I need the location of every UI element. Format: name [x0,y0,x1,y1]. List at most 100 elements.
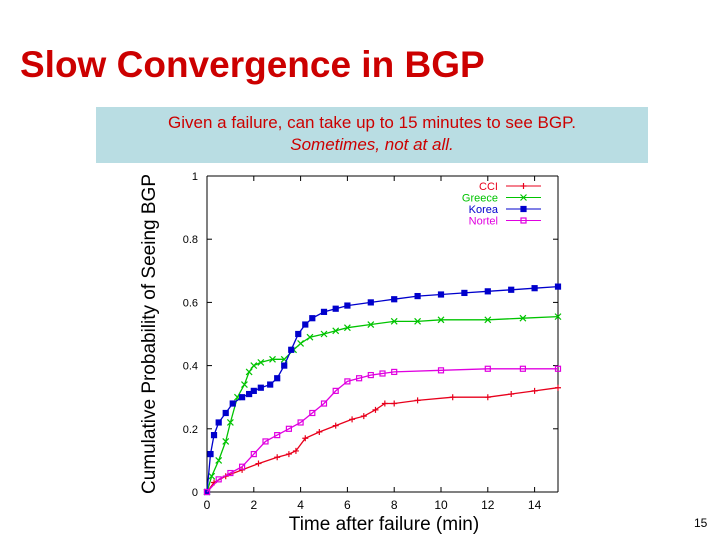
data-point-greece [245,368,253,376]
data-point-greece [437,316,445,324]
data-point-korea [210,432,218,439]
data-point-greece [250,362,258,370]
y-tick-label: 0 [192,487,198,499]
legend-label-korea: Korea [469,204,499,216]
data-point-nortel [437,367,445,374]
series-line-cci [206,387,559,493]
data-point-korea [257,384,264,391]
data-point-cci [414,397,421,404]
data-point-korea [332,305,339,312]
data-point-cci [508,391,515,398]
slide-title: Slow Convergence in BGP [20,44,485,85]
x-tick-label: 8 [391,498,398,512]
y-tick-label: 1 [192,171,198,183]
x-tick-label: 4 [297,498,304,512]
data-point-nortel [344,378,351,385]
data-point-nortel [250,450,257,458]
data-point-cci [302,435,309,442]
data-point-nortel [356,375,363,382]
data-point-nortel [285,425,292,432]
legend-label-greece: Greece [462,193,498,205]
legend-marker-korea [520,205,527,213]
data-point-nortel [297,419,304,426]
data-point-greece [320,330,328,338]
data-point-greece [414,317,422,325]
data-point-korea [531,285,538,292]
data-point-korea [302,321,309,328]
data-point-cci [285,451,292,458]
data-point-greece [257,359,265,366]
data-point-korea [229,400,236,407]
data-point-korea [437,291,445,298]
y-tick-label: 0.4 [183,361,198,373]
callout-box: Given a failure, can take up to 15 minut… [96,107,648,163]
data-point-nortel [519,365,527,372]
data-point-cci [391,400,398,407]
data-point-korea [207,450,214,458]
data-point-korea [391,296,398,303]
data-point-nortel [379,370,386,377]
data-point-korea [239,394,246,401]
callout-line-1: Given a failure, can take up to 15 minut… [168,113,576,132]
data-point-greece [297,340,305,347]
data-point-nortel [554,365,562,372]
data-point-nortel [239,463,246,470]
x-tick-label: 12 [481,498,495,512]
data-point-korea [281,362,288,369]
x-axis-label: Time after failure (min) [289,514,479,535]
data-point-greece [306,333,314,341]
data-point-nortel [274,432,281,439]
data-point-cci [292,447,299,454]
data-point-nortel [484,365,491,372]
legend-marker-greece [520,194,527,201]
data-point-greece [367,321,375,328]
data-point-greece [332,327,340,335]
x-tick-label: 6 [344,498,351,512]
y-axis-label: Cumulative Probability of Seeing BGP [139,174,160,494]
y-ticks: 0 0.2 0.4 0.6 0.8 1 [183,171,558,499]
x-tick-label: 14 [528,498,542,512]
data-point-greece [343,324,351,332]
data-point-greece [484,316,492,324]
data-point-nortel [332,387,339,394]
data-point-greece [269,355,276,363]
series-nortel [203,365,562,496]
data-point-korea [215,419,222,426]
series-korea [203,283,562,496]
data-point-cci [360,413,367,420]
data-point-korea [250,387,257,394]
data-point-cci [531,387,538,394]
series-cci [204,384,561,495]
data-point-greece [226,419,234,426]
data-point-nortel [227,469,234,477]
data-point-korea [309,315,316,322]
data-point-korea [461,289,468,297]
data-point-cci [316,428,323,435]
data-point-cci [349,416,356,423]
legend-label-nortel: Nortel [469,216,498,228]
data-point-cci [274,454,281,461]
data-point-greece [215,456,223,464]
data-point-cci [381,400,388,407]
data-point-korea [554,283,562,290]
data-point-greece [241,381,248,388]
data-point-korea [414,292,421,300]
x-tick-label: 10 [434,498,448,512]
data-point-korea [508,286,515,293]
legend-label-cci: CCI [479,181,498,193]
data-point-nortel [320,400,328,407]
chart-frame [206,175,559,493]
data-point-korea [246,390,253,398]
data-point-greece [222,438,230,445]
data-point-korea [222,409,229,417]
data-point-cci [239,466,246,473]
data-point-cci [372,406,379,413]
data-point-korea [267,381,274,388]
data-point-nortel [309,409,316,417]
series-line-nortel [206,368,558,493]
data-point-korea [484,288,491,295]
y-tick-label: 0.2 [183,424,198,436]
data-point-greece [554,313,562,321]
data-point-nortel [367,371,374,379]
